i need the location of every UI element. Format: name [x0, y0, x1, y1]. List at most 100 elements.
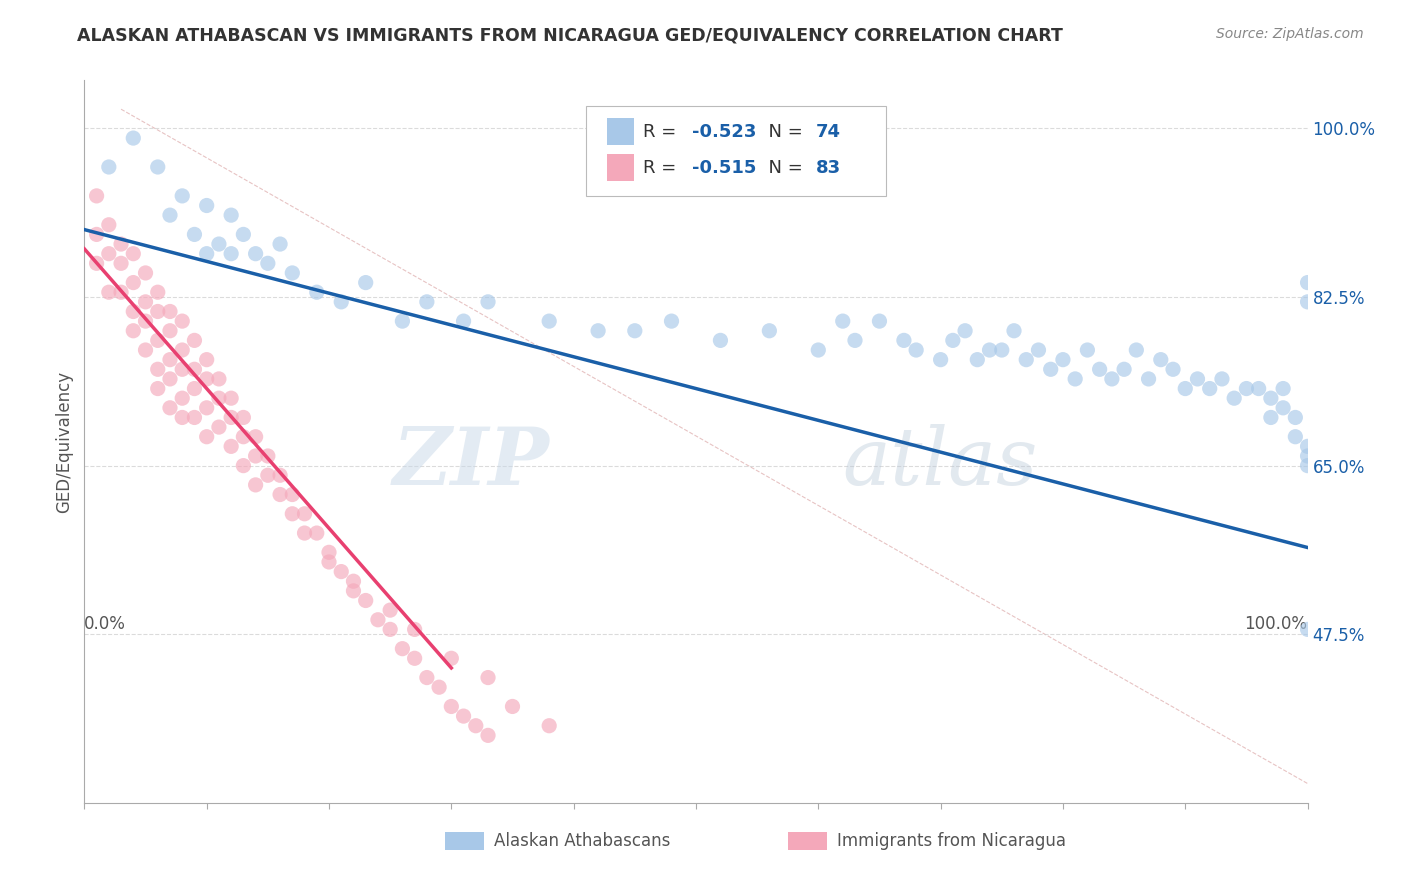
Point: [122, 246, 145, 260]
Point: [1223, 391, 1246, 405]
Text: Source: ZipAtlas.com: Source: ZipAtlas.com: [1216, 27, 1364, 41]
Point: [330, 565, 353, 579]
Point: [146, 382, 169, 396]
Point: [1137, 372, 1160, 386]
Point: [1088, 362, 1111, 376]
Point: [281, 507, 304, 521]
Text: R =: R =: [644, 123, 682, 141]
Point: [404, 651, 426, 665]
Point: [1161, 362, 1184, 376]
Point: [354, 593, 377, 607]
Point: [464, 719, 486, 733]
FancyBboxPatch shape: [586, 105, 886, 196]
Point: [416, 671, 439, 685]
Point: [318, 545, 340, 559]
Point: [245, 478, 267, 492]
Point: [232, 227, 254, 242]
Point: [208, 420, 231, 434]
Point: [1002, 324, 1025, 338]
Text: N =: N =: [758, 123, 808, 141]
Point: [1296, 439, 1319, 453]
Point: [1125, 343, 1147, 357]
Point: [135, 343, 157, 357]
Point: [440, 699, 463, 714]
Point: [1260, 391, 1282, 405]
Text: -0.523: -0.523: [692, 123, 756, 141]
Point: [159, 324, 181, 338]
Point: [195, 372, 218, 386]
Text: 0.0%: 0.0%: [84, 615, 127, 633]
Point: [404, 623, 426, 637]
Point: [269, 468, 291, 483]
Point: [380, 623, 402, 637]
Point: [122, 131, 145, 145]
Text: N =: N =: [758, 160, 808, 178]
Point: [97, 246, 120, 260]
Point: [844, 334, 866, 348]
Point: [1284, 410, 1306, 425]
Bar: [446, 831, 484, 850]
Point: [477, 671, 499, 685]
Point: [807, 343, 830, 357]
Point: [453, 314, 475, 328]
Text: 100.0%: 100.0%: [1244, 615, 1308, 633]
Point: [991, 343, 1014, 357]
Point: [1150, 352, 1173, 367]
Bar: [606, 154, 634, 181]
Point: [122, 324, 145, 338]
Point: [380, 603, 402, 617]
Point: [110, 256, 132, 270]
Point: [1296, 623, 1319, 637]
Point: [122, 276, 145, 290]
Point: [172, 189, 194, 203]
Point: [979, 343, 1001, 357]
Point: [1296, 276, 1319, 290]
Point: [1015, 352, 1038, 367]
Point: [953, 324, 976, 338]
Point: [245, 449, 267, 463]
Point: [146, 160, 169, 174]
Point: [219, 246, 242, 260]
Point: [869, 314, 891, 328]
Point: [502, 699, 524, 714]
Point: [318, 555, 340, 569]
Text: Immigrants from Nicaragua: Immigrants from Nicaragua: [837, 832, 1066, 850]
Point: [183, 334, 205, 348]
Point: [1247, 382, 1270, 396]
Point: [219, 439, 242, 453]
Point: [330, 294, 353, 309]
Point: [245, 246, 267, 260]
Point: [391, 641, 413, 656]
Point: [159, 352, 181, 367]
Point: [281, 487, 304, 501]
Point: [1211, 372, 1233, 386]
Point: [1198, 382, 1220, 396]
Text: R =: R =: [644, 160, 682, 178]
Text: 74: 74: [815, 123, 841, 141]
Point: [342, 583, 364, 598]
Point: [538, 719, 561, 733]
Point: [1272, 401, 1295, 415]
Point: [172, 391, 194, 405]
Point: [354, 276, 377, 290]
Point: [1039, 362, 1062, 376]
Bar: [787, 831, 827, 850]
Point: [758, 324, 780, 338]
Point: [893, 334, 915, 348]
Point: [416, 294, 439, 309]
Point: [586, 324, 609, 338]
Point: [1064, 372, 1087, 386]
Point: [709, 334, 731, 348]
Point: [195, 352, 218, 367]
Point: [477, 728, 499, 742]
Point: [208, 372, 231, 386]
Point: [538, 314, 561, 328]
Point: [86, 256, 108, 270]
Point: [86, 189, 108, 203]
Point: [135, 314, 157, 328]
Point: [195, 198, 218, 212]
Point: [146, 362, 169, 376]
Point: [453, 709, 475, 723]
Point: [219, 391, 242, 405]
Text: 83: 83: [815, 160, 841, 178]
